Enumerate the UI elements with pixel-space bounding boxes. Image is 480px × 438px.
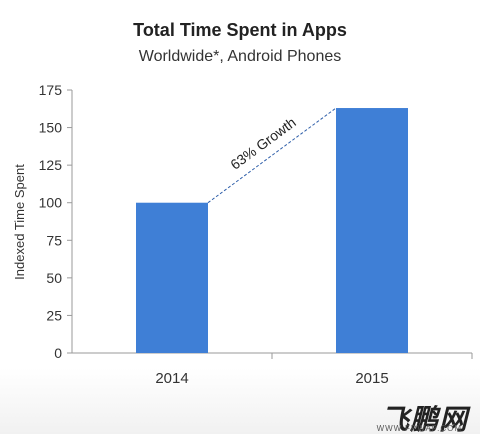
bar-2015 [336, 108, 408, 353]
chart-subtitle: Worldwide*, Android Phones [138, 48, 342, 65]
chart-title: Total Time Spent in Apps [133, 20, 347, 40]
x-tick-label: 2014 [155, 370, 188, 387]
y-tick-label: 25 [46, 307, 62, 323]
y-tick-label: 125 [39, 157, 63, 173]
y-tick-label: 75 [46, 232, 62, 248]
y-tick-label: 0 [54, 345, 62, 361]
growth-annotation: 63% Growth [227, 114, 298, 173]
y-tick-label: 50 [46, 270, 62, 286]
y-axis-label: Indexed Time Spent [12, 164, 27, 280]
y-tick-label: 175 [39, 82, 63, 98]
bar-2014 [136, 202, 208, 353]
growth-line [207, 107, 337, 204]
footer-logo: 飞鹏网 [380, 404, 468, 435]
y-tick-label: 100 [39, 195, 63, 211]
y-tick-label: 150 [39, 120, 63, 136]
footer-url: WWW.FPWAP.COM [376, 424, 462, 433]
footer-band [0, 368, 480, 434]
x-tick-label: 2015 [355, 370, 388, 387]
